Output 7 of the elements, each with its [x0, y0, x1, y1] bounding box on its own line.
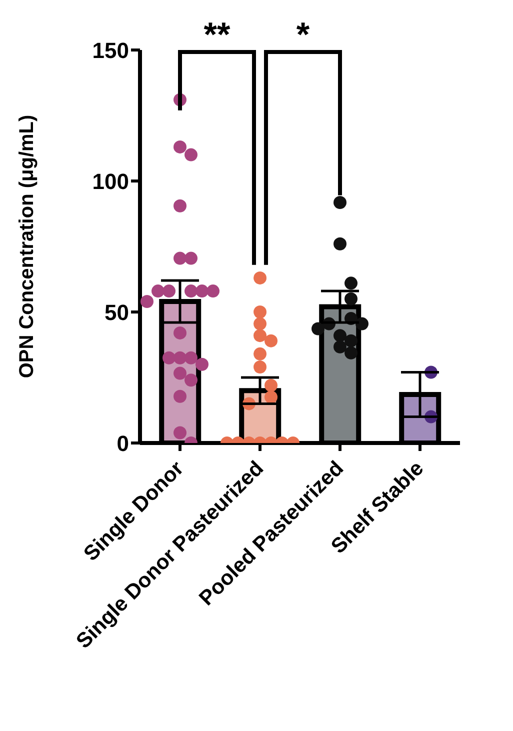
y-tick-label: 0: [116, 430, 129, 456]
y-tick-label: 150: [92, 38, 129, 63]
y-tick-label: 100: [92, 168, 129, 194]
y-axis-title: OPN Concentration (μg/mL): [16, 114, 38, 378]
annotation: *: [296, 16, 310, 54]
y-tick-label: 50: [104, 300, 129, 325]
annotation: **: [204, 16, 231, 54]
